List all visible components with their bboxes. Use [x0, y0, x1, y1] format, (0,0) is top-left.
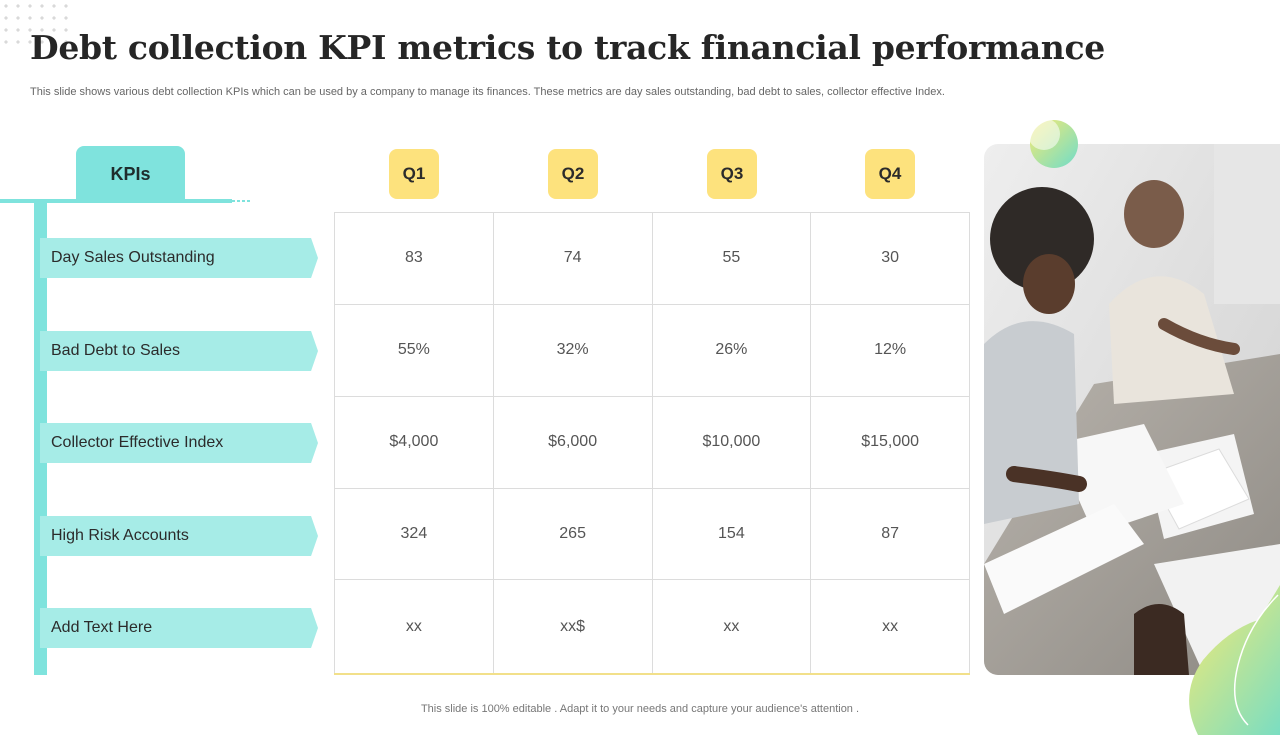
quarter-badge-q2: Q2: [548, 149, 598, 199]
decorative-gradient-blob: [1189, 585, 1280, 735]
business-meeting-photo: [984, 144, 1280, 675]
table-cell: 324: [334, 487, 494, 581]
kpi-header-dotted-line: [232, 200, 250, 202]
table-row: 55% 32% 26% 12%: [334, 303, 970, 397]
table-cell: 26%: [651, 303, 812, 397]
quarter-badge-q3: Q3: [707, 149, 757, 199]
table-cell: xx$: [492, 579, 653, 674]
kpi-label-bad-debt-to-sales: Bad Debt to Sales: [40, 331, 318, 371]
table-cell: 55: [651, 212, 812, 305]
slide-title: Debt collection KPI metrics to track fin…: [30, 28, 1105, 67]
decorative-gradient-circle: [1028, 118, 1078, 168]
slide-footer: This slide is 100% editable . Adapt it t…: [420, 703, 860, 715]
table-cell: 55%: [334, 303, 494, 397]
kpi-label-add-text-here: Add Text Here: [40, 608, 318, 648]
kpi-label-collector-effective-index: Collector Effective Index: [40, 423, 318, 463]
table-cell: 30: [810, 212, 970, 305]
table-cell: $10,000: [651, 395, 812, 489]
table-cell: xx: [334, 579, 494, 674]
table-cell: $4,000: [334, 395, 494, 489]
table-cell: xx: [651, 579, 812, 674]
table-cell: 265: [492, 487, 653, 581]
table-row: $4,000 $6,000 $10,000 $15,000: [334, 395, 970, 489]
table-cell: 12%: [810, 303, 970, 397]
slide-subtitle: This slide shows various debt collection…: [30, 86, 945, 98]
table-row: xx xx$ xx xx: [334, 579, 970, 674]
quarter-badge-q4: Q4: [865, 149, 915, 199]
kpi-header-tab: KPIs: [76, 146, 185, 202]
table-cell: 32%: [492, 303, 653, 397]
kpi-label-high-risk-accounts: High Risk Accounts: [40, 516, 318, 556]
kpi-label-day-sales-outstanding: Day Sales Outstanding: [40, 238, 318, 278]
table-cell: 74: [492, 212, 653, 305]
table-row: 324 265 154 87: [334, 487, 970, 581]
table-cell: 87: [810, 487, 970, 581]
decorative-dot-grid: [0, 0, 70, 48]
table-cell: 154: [651, 487, 812, 581]
kpi-values-table: 83 74 55 30 55% 32% 26% 12% $4,000 $6,00…: [334, 212, 970, 675]
table-cell: xx: [810, 579, 970, 674]
table-cell: $15,000: [810, 395, 970, 489]
quarter-badge-q1: Q1: [389, 149, 439, 199]
table-cell: 83: [334, 212, 494, 305]
table-row: 83 74 55 30: [334, 212, 970, 305]
table-cell: $6,000: [492, 395, 653, 489]
